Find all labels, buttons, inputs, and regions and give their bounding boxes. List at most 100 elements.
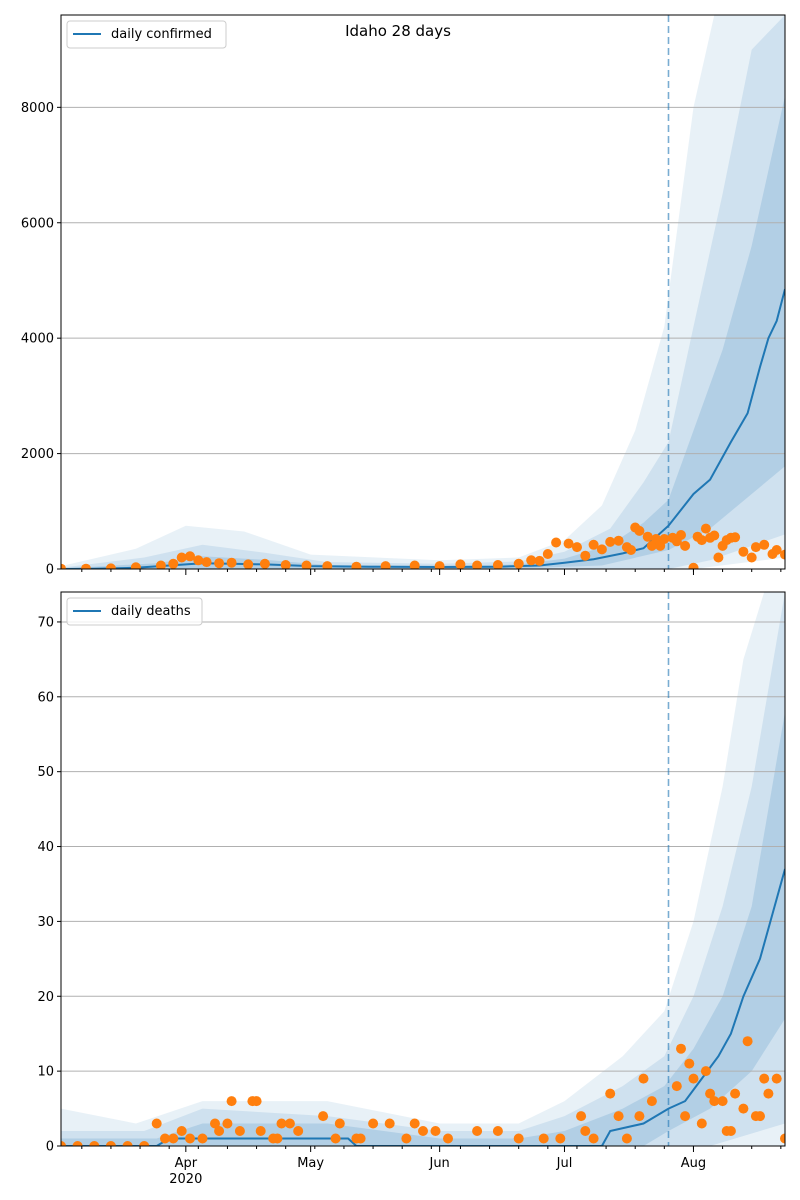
deaths-observed-point <box>418 1126 428 1136</box>
deaths-xtick-label: Jun <box>428 1156 449 1171</box>
confirmed-observed-point <box>81 563 91 569</box>
confirmed-observed-point <box>168 558 179 569</box>
deaths-xtick-label: Aug <box>681 1156 706 1171</box>
chart-title: Idaho 28 days <box>345 22 451 40</box>
confirmed-legend-label: daily confirmed <box>111 27 212 42</box>
deaths-observed-point <box>151 1118 162 1129</box>
confirmed-observed-point <box>534 555 545 566</box>
deaths-observed-point <box>197 1133 208 1144</box>
confirmed-legend: daily confirmed <box>66 20 227 49</box>
confirmed-observed-point <box>642 531 653 542</box>
confirmed-observed-point <box>322 561 333 569</box>
deaths-ytick-label: 10 <box>37 1065 54 1080</box>
deaths-observed-point <box>176 1126 187 1136</box>
deaths-observed-point <box>472 1126 483 1136</box>
confirmed-observed-point <box>696 535 707 546</box>
deaths-ytick-label: 0 <box>46 1140 54 1155</box>
deaths-observed-point <box>730 1088 741 1099</box>
deaths-legend-label: daily deaths <box>111 604 191 619</box>
confirmed-observed-point <box>542 549 553 559</box>
confirmed-observed-point <box>613 535 624 546</box>
confirmed-plot-frame <box>60 14 786 570</box>
deaths-observed-point <box>680 1111 691 1122</box>
confirmed-observed-point <box>746 552 757 563</box>
deaths-observed-point <box>443 1133 453 1144</box>
deaths-observed-point <box>613 1111 624 1122</box>
deaths-observed-point <box>284 1118 295 1129</box>
deaths-observed-point <box>725 1126 736 1136</box>
confirmed-observed-point <box>280 560 291 569</box>
confirmed-observed-point <box>588 539 599 550</box>
confirmed-observed-point <box>572 542 582 553</box>
deaths-observed-point <box>763 1088 774 1099</box>
confirmed-observed-point <box>700 523 711 534</box>
confirmed-ytick-label: 6000 <box>21 216 54 231</box>
deaths-ytick-label: 50 <box>37 765 54 780</box>
deaths-observed-point <box>318 1111 329 1122</box>
deaths-observed-point <box>759 1073 770 1084</box>
deaths-observed-point <box>368 1118 379 1129</box>
deaths-observed-point <box>139 1141 150 1146</box>
deaths-observed-point <box>234 1126 245 1136</box>
confirmed-observed-point <box>193 555 204 566</box>
deaths-observed-point <box>401 1133 412 1144</box>
deaths-observed-point <box>272 1133 283 1144</box>
deaths-observed-points <box>61 1036 785 1146</box>
deaths-observed-point <box>168 1133 179 1144</box>
confirmed-band-mid <box>61 15 785 569</box>
confirmed-observed-point <box>759 539 770 550</box>
confirmed-axes: 0 2000 4000 6000 8000 <box>21 101 782 578</box>
confirmed-observed-point <box>409 560 420 569</box>
deaths-observed-point <box>355 1133 366 1144</box>
confirmed-observed-point <box>176 552 187 563</box>
confirmed-gridlines <box>61 106 785 455</box>
confirmed-observed-point <box>680 540 691 551</box>
deaths-ytick-label: 40 <box>37 840 54 855</box>
confirmed-observed-point <box>513 558 524 569</box>
confirmed-observed-point <box>61 563 66 569</box>
deaths-ytick-label: 70 <box>37 615 54 630</box>
deaths-observed-point <box>222 1118 233 1129</box>
deaths-model-line <box>61 868 785 1146</box>
deaths-observed-point <box>384 1118 395 1129</box>
deaths-observed-point <box>409 1118 420 1129</box>
deaths-ytick-label: 30 <box>37 915 54 930</box>
deaths-observed-point <box>621 1133 632 1144</box>
deaths-observed-point <box>538 1133 549 1144</box>
confirmed-observed-point <box>563 538 574 549</box>
deaths-observed-point <box>185 1133 195 1144</box>
deaths-observed-point <box>771 1073 782 1084</box>
confirmed-observed-point <box>155 560 166 569</box>
deaths-observed-point <box>330 1133 341 1144</box>
confirmed-observed-point <box>130 562 141 569</box>
confirmed-observed-point <box>472 560 483 569</box>
deaths-observed-point <box>588 1133 599 1144</box>
deaths-observed-point <box>226 1096 237 1107</box>
confirmed-observed-point <box>730 532 741 543</box>
confirmed-observed-point <box>434 561 445 569</box>
deaths-observed-point <box>717 1096 728 1107</box>
deaths-observed-point <box>255 1126 266 1136</box>
confirmed-band-inner <box>61 95 785 569</box>
confirmed-observed-point <box>380 561 391 569</box>
deaths-observed-point <box>671 1081 682 1092</box>
deaths-ytick-label: 20 <box>37 990 54 1005</box>
deaths-observed-point <box>105 1141 116 1146</box>
confirmed-observed-point <box>713 552 724 563</box>
deaths-observed-point <box>676 1043 686 1054</box>
deaths-observed-point <box>684 1058 695 1069</box>
deaths-observed-point <box>709 1096 720 1107</box>
deaths-legend-box <box>66 597 203 626</box>
confirmed-observed-point <box>492 560 503 569</box>
deaths-legend: daily deaths <box>66 597 203 626</box>
deaths-observed-point <box>742 1036 753 1047</box>
confirmed-ytick-label: 2000 <box>21 447 54 462</box>
confirmed-observed-point <box>780 549 785 560</box>
confirmed-observed-point <box>226 557 237 568</box>
confirmed-observed-point <box>243 559 254 569</box>
confirmed-observed-point <box>634 525 645 536</box>
confirmed-observed-point <box>455 559 466 569</box>
deaths-observed-point <box>696 1118 707 1129</box>
deaths-observed-point <box>160 1133 170 1144</box>
